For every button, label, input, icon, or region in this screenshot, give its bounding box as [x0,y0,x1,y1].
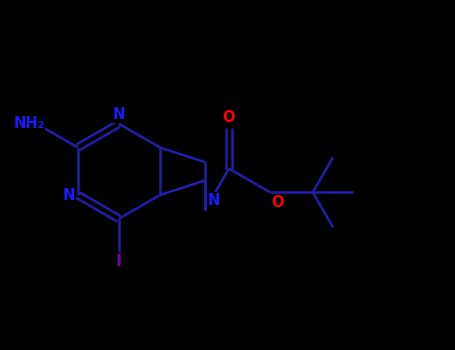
Text: NH₂: NH₂ [14,116,45,131]
Text: I: I [116,254,122,269]
Text: N: N [113,107,125,122]
Text: O: O [271,195,284,210]
Text: N: N [62,188,75,203]
Text: O: O [222,110,235,125]
Text: N: N [208,193,220,208]
